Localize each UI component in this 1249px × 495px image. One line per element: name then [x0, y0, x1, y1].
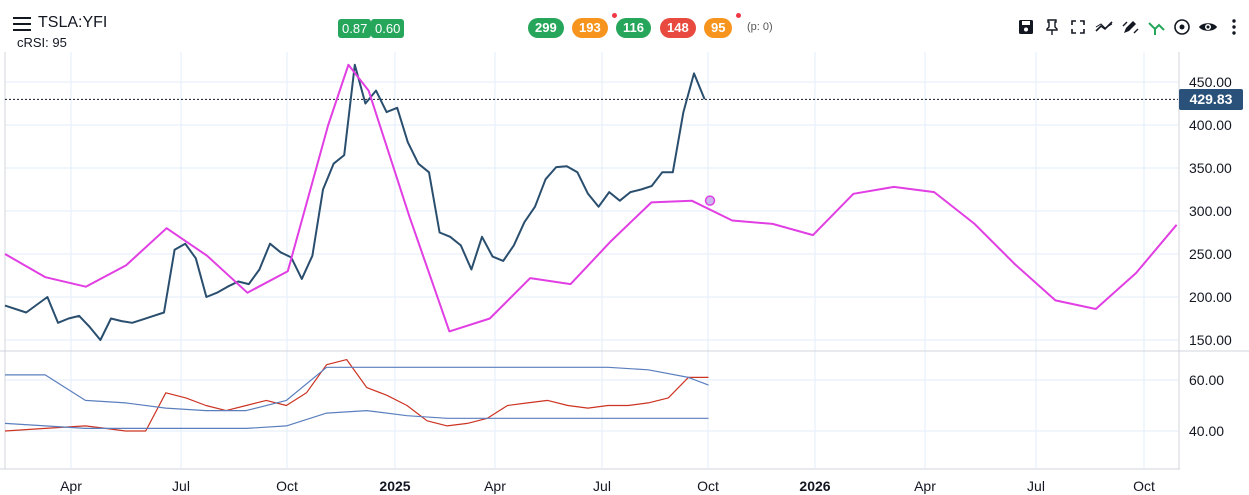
x-tick-label: Apr [60, 478, 82, 494]
x-tick-label: Oct [697, 478, 719, 494]
badge-left-1[interactable]: 0.87 [338, 19, 372, 38]
x-tick-label: Jul [1027, 478, 1045, 494]
series-line-0 [4, 63, 706, 341]
series-line-3 [5, 366, 709, 412]
x-tick-label: Apr [914, 478, 936, 494]
trend-icon[interactable] [1094, 17, 1114, 37]
target-icon[interactable] [1172, 17, 1192, 37]
price-tick-label: 300.00 [1189, 203, 1232, 219]
pin-icon[interactable] [1042, 17, 1062, 37]
eye-icon[interactable] [1198, 17, 1218, 37]
rsi-tick-label: 60.00 [1189, 372, 1224, 388]
x-tick-label: Jul [172, 478, 190, 494]
fullscreen-icon[interactable] [1068, 17, 1088, 37]
draw-icon[interactable] [1120, 17, 1140, 37]
x-tick-label: 2025 [379, 478, 410, 494]
series-line-2 [4, 359, 709, 432]
price-tick-label: 250.00 [1189, 246, 1232, 262]
save-icon[interactable] [1016, 17, 1036, 37]
menu-icon[interactable] [13, 17, 31, 31]
badge-116[interactable]: 116 [616, 18, 651, 38]
series-line-4 [4, 410, 709, 429]
badge-148[interactable]: 148 [660, 18, 696, 38]
series-line-1 [4, 63, 1178, 333]
badge-left-2[interactable]: 0.60 [371, 19, 405, 38]
badge-299[interactable]: 299 [528, 18, 564, 38]
price-tick-label: 150.00 [1189, 332, 1232, 348]
price-tick-label: 200.00 [1189, 289, 1232, 305]
x-tick-label: Oct [276, 478, 298, 494]
signal-icon[interactable] [1146, 17, 1166, 37]
last-price-tag: 429.83 [1179, 89, 1243, 111]
price-tick-label: 450.00 [1189, 74, 1232, 90]
rsi-tick-label: 40.00 [1189, 423, 1224, 439]
badge-193[interactable]: 193 [572, 18, 608, 38]
price-tick-label: 350.00 [1189, 160, 1232, 176]
x-tick-label: 2026 [799, 478, 830, 494]
badge-95[interactable]: 95 [704, 18, 733, 38]
x-tick-label: Jul [593, 478, 611, 494]
x-tick-label: Apr [484, 478, 506, 494]
forecast-marker [704, 195, 716, 206]
x-tick-label: Oct [1133, 478, 1155, 494]
price-tick-label: 400.00 [1189, 117, 1232, 133]
more-icon[interactable] [1224, 17, 1244, 37]
